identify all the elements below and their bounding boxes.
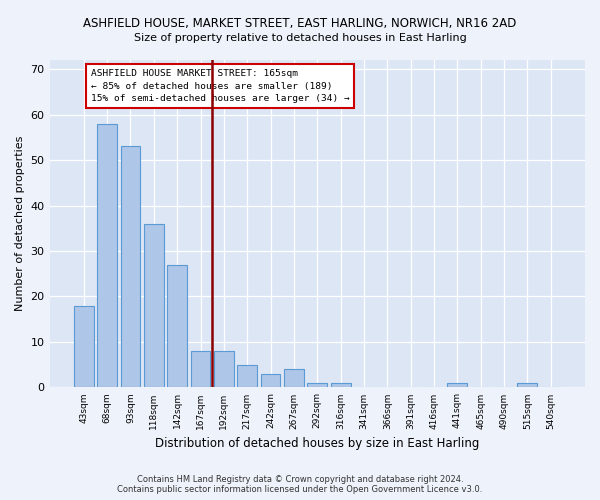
Bar xyxy=(191,351,211,388)
Bar xyxy=(74,306,94,388)
Bar xyxy=(331,383,350,388)
Bar xyxy=(260,374,280,388)
Text: Contains public sector information licensed under the Open Government Licence v3: Contains public sector information licen… xyxy=(118,485,482,494)
Bar xyxy=(238,364,257,388)
Bar xyxy=(307,383,327,388)
Text: Size of property relative to detached houses in East Harling: Size of property relative to detached ho… xyxy=(134,33,466,43)
Bar xyxy=(167,264,187,388)
Bar xyxy=(517,383,538,388)
Bar xyxy=(448,383,467,388)
Bar xyxy=(284,369,304,388)
Bar xyxy=(214,351,234,388)
Bar xyxy=(144,224,164,388)
Text: ASHFIELD HOUSE MARKET STREET: 165sqm
← 85% of detached houses are smaller (189)
: ASHFIELD HOUSE MARKET STREET: 165sqm ← 8… xyxy=(91,69,350,103)
Y-axis label: Number of detached properties: Number of detached properties xyxy=(15,136,25,312)
Text: ASHFIELD HOUSE, MARKET STREET, EAST HARLING, NORWICH, NR16 2AD: ASHFIELD HOUSE, MARKET STREET, EAST HARL… xyxy=(83,18,517,30)
Text: Contains HM Land Registry data © Crown copyright and database right 2024.: Contains HM Land Registry data © Crown c… xyxy=(137,475,463,484)
Bar xyxy=(121,146,140,388)
X-axis label: Distribution of detached houses by size in East Harling: Distribution of detached houses by size … xyxy=(155,437,479,450)
Bar xyxy=(97,124,117,388)
